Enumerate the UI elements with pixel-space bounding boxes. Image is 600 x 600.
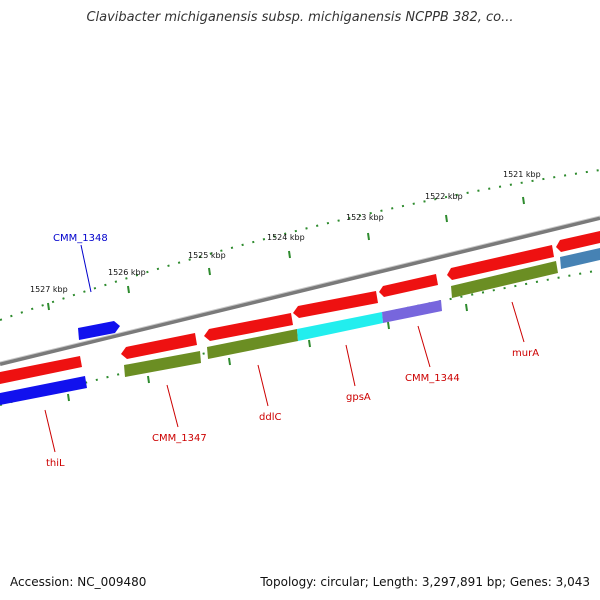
gene-thil-red[interactable] bbox=[0, 356, 82, 384]
gene-thil-blue[interactable] bbox=[0, 376, 87, 405]
gene-next-steel[interactable] bbox=[560, 248, 600, 269]
function-bar-row bbox=[0, 248, 600, 405]
red-gene-row bbox=[0, 231, 600, 384]
leader-cmm-1348 bbox=[80, 244, 92, 293]
scale-label-1527: 1527 kbp bbox=[30, 285, 68, 294]
inner-major-ticks bbox=[67, 303, 468, 402]
gene-next-red[interactable] bbox=[556, 231, 600, 252]
gene-mura-red[interactable] bbox=[447, 245, 554, 280]
label-cmm-1347[interactable]: CMM_1347 bbox=[152, 433, 207, 444]
leader-cmm-1344 bbox=[417, 325, 431, 368]
leader-lines bbox=[44, 244, 525, 453]
label-cmm-1348[interactable]: CMM_1348 bbox=[53, 233, 108, 244]
scale-label-1526: 1526 kbp bbox=[108, 268, 146, 277]
gene-gpsa-cyan[interactable] bbox=[297, 312, 383, 341]
gene-ddlc-red[interactable] bbox=[204, 313, 293, 341]
label-thil[interactable]: thiL bbox=[46, 458, 65, 469]
leader-ddlc bbox=[257, 364, 269, 407]
scale-label-1523: 1523 kbp bbox=[346, 213, 384, 222]
gene-cmm-1344-purple[interactable] bbox=[382, 300, 442, 323]
scale-label-1521: 1521 kbp bbox=[503, 170, 541, 179]
gene-ddlc-olive[interactable] bbox=[207, 329, 298, 359]
leader-thil bbox=[44, 409, 56, 453]
label-ddlc[interactable]: ddlC bbox=[259, 412, 281, 423]
chromosome-backbone-highlight bbox=[0, 215, 600, 363]
chromosome-backbone bbox=[0, 216, 600, 366]
accession-text: Accession: NC_009480 bbox=[10, 575, 147, 589]
label-cmm-1344[interactable]: CMM_1344 bbox=[405, 373, 460, 384]
leader-gpsa bbox=[345, 344, 356, 387]
gene-cmm-1348[interactable] bbox=[78, 321, 120, 340]
scale-label-1522: 1522 kbp bbox=[425, 192, 463, 201]
gene-cmm-1347-olive[interactable] bbox=[124, 351, 201, 377]
map-title: Clavibacter michiganensis subsp. michiga… bbox=[86, 10, 514, 25]
scale-label-1525: 1525 kbp bbox=[188, 251, 226, 260]
genome-summary-text: Topology: circular; Length: 3,297,891 bp… bbox=[260, 575, 590, 589]
gene-cmm-1344-red[interactable] bbox=[379, 274, 438, 297]
label-gpsa[interactable]: gpsA bbox=[346, 392, 371, 403]
gene-mura-olive[interactable] bbox=[451, 261, 558, 298]
label-mura[interactable]: murA bbox=[512, 348, 539, 359]
scale-label-1524: 1524 kbp bbox=[267, 233, 305, 242]
outer-scale-ring bbox=[0, 169, 600, 321]
outer-major-ticks bbox=[47, 196, 525, 311]
gene-cmm-1347-red[interactable] bbox=[121, 333, 197, 359]
leader-cmm-1347 bbox=[166, 384, 179, 428]
leader-mura bbox=[511, 301, 525, 343]
gene-gpsa-red[interactable] bbox=[293, 291, 378, 318]
